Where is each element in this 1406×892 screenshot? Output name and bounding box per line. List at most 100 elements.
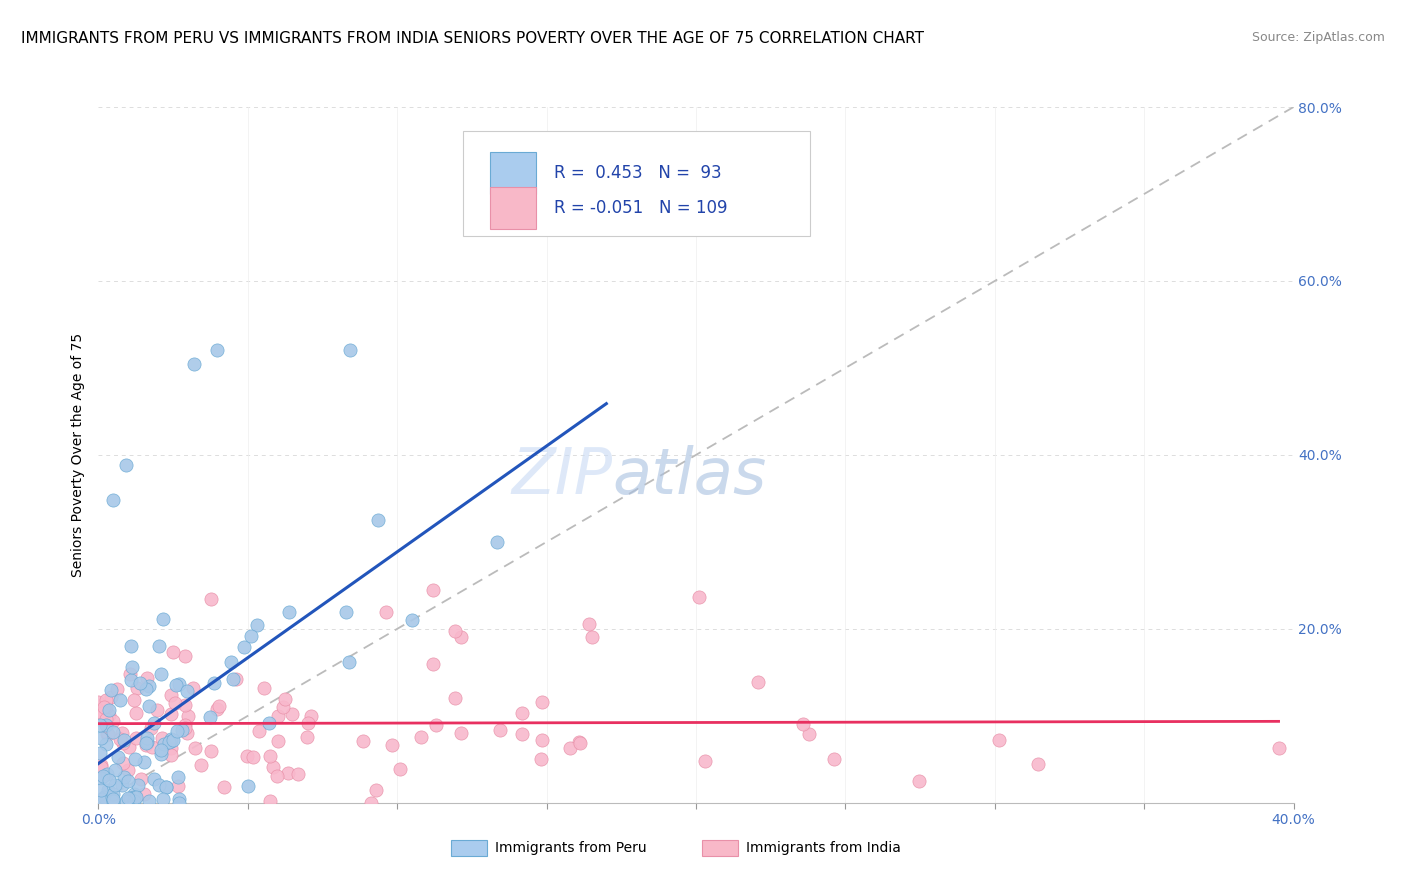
Point <box>411 730 433 744</box>
Point <box>169 792 191 806</box>
Point <box>91 706 114 721</box>
Point <box>141 739 163 754</box>
Point <box>422 657 444 671</box>
Point <box>94 718 117 732</box>
Point <box>235 749 257 764</box>
Point <box>167 779 190 793</box>
Point <box>91 769 114 783</box>
Point <box>111 778 134 792</box>
Point <box>162 733 184 747</box>
Point <box>135 682 157 697</box>
Point <box>111 756 134 770</box>
Bar <box>491 153 536 194</box>
Point <box>136 671 159 685</box>
Point <box>138 698 160 713</box>
Point <box>101 725 124 739</box>
Point <box>110 692 132 706</box>
Point <box>450 726 472 740</box>
Bar <box>451 839 486 856</box>
Point <box>122 787 145 801</box>
Point <box>122 794 145 808</box>
Point <box>167 770 190 784</box>
Point <box>259 794 281 808</box>
Point <box>422 583 444 598</box>
Point <box>360 796 382 810</box>
Point <box>125 681 148 696</box>
Point <box>138 794 160 808</box>
Point <box>823 752 845 766</box>
Point <box>339 343 361 357</box>
Point <box>97 783 120 797</box>
Point <box>94 712 117 726</box>
Text: IMMIGRANTS FROM PERU VS IMMIGRANTS FROM INDIA SENIORS POVERTY OVER THE AGE OF 75: IMMIGRANTS FROM PERU VS IMMIGRANTS FROM … <box>21 31 924 46</box>
Point <box>101 794 124 808</box>
Point <box>104 763 127 777</box>
Point <box>148 639 170 653</box>
Point <box>125 706 148 721</box>
Point <box>111 726 134 740</box>
Point <box>117 791 139 805</box>
Point <box>152 792 174 806</box>
Point <box>287 767 309 781</box>
Text: ZIP: ZIP <box>512 445 613 507</box>
Point <box>127 778 149 792</box>
Point <box>98 703 121 717</box>
Point <box>87 695 110 709</box>
Point <box>157 735 180 749</box>
Point <box>107 750 129 764</box>
Point <box>90 760 112 774</box>
Point <box>160 740 183 755</box>
Point <box>160 734 183 748</box>
Point <box>141 721 163 735</box>
Point <box>150 747 173 761</box>
Point <box>510 706 533 721</box>
Point <box>122 789 145 804</box>
Point <box>1026 756 1049 771</box>
Point <box>181 681 204 695</box>
Point <box>152 731 174 746</box>
Point <box>97 772 120 787</box>
Point <box>125 731 148 746</box>
Point <box>184 741 207 756</box>
Point <box>170 723 193 738</box>
Point <box>115 794 138 808</box>
Point <box>89 746 111 760</box>
Point <box>688 591 710 605</box>
Point <box>174 648 197 663</box>
Point <box>101 714 124 729</box>
Point <box>367 513 389 527</box>
Point <box>93 700 115 714</box>
Point <box>117 764 139 778</box>
Point <box>90 731 112 745</box>
Point <box>247 723 270 738</box>
Text: R = -0.051   N = 109: R = -0.051 N = 109 <box>554 199 727 217</box>
Point <box>167 796 190 810</box>
Point <box>138 679 160 693</box>
Point <box>262 760 284 774</box>
Point <box>352 733 374 747</box>
Point <box>91 792 114 806</box>
Point <box>89 718 111 732</box>
Point <box>174 721 197 735</box>
Point <box>257 715 280 730</box>
Point <box>135 731 157 745</box>
Point <box>246 618 269 632</box>
Point <box>96 766 118 780</box>
Point <box>93 789 115 804</box>
Point <box>747 675 769 690</box>
Point <box>242 750 264 764</box>
Point <box>132 755 155 769</box>
Point <box>792 717 814 731</box>
Point <box>142 715 165 730</box>
Point <box>578 616 600 631</box>
Point <box>148 778 170 792</box>
Point <box>183 357 205 371</box>
Point <box>129 772 152 786</box>
Point <box>299 709 322 723</box>
Point <box>155 780 177 795</box>
Point <box>799 727 821 741</box>
Point <box>232 640 254 654</box>
Text: atlas: atlas <box>613 445 766 507</box>
Point <box>266 709 288 723</box>
Point <box>277 606 299 620</box>
